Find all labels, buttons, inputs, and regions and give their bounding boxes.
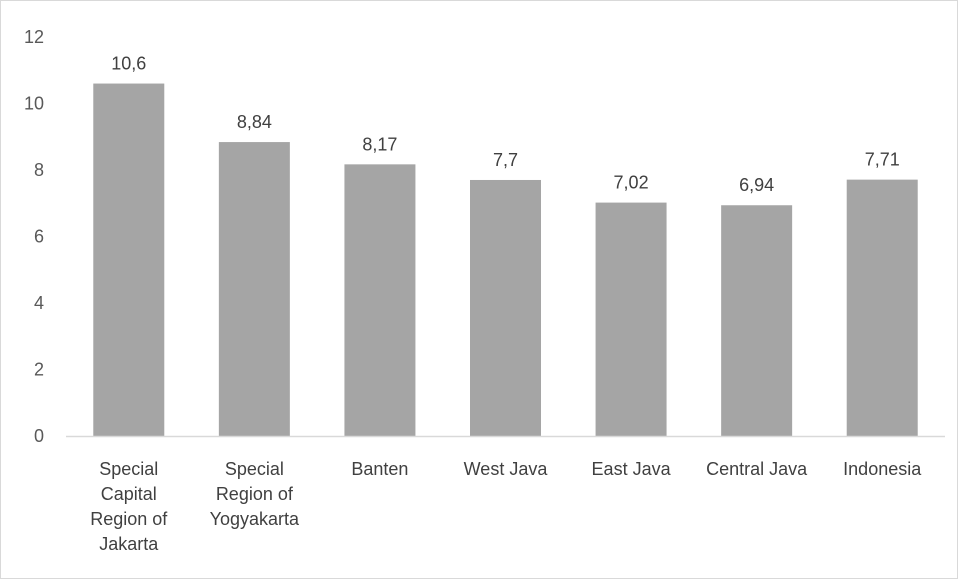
category-label-line: Yogyakarta [210,509,300,529]
category-label: Indonesia [843,459,922,479]
bar [344,164,416,436]
category-label-line: Jakarta [99,534,159,554]
category-label-line: Region of [216,484,294,504]
bar [846,179,918,436]
y-tick-label: 10 [24,94,44,114]
category-label-line: Indonesia [843,459,922,479]
bar [218,142,290,436]
category-label-line: Special [99,459,158,479]
bar [93,83,165,437]
y-tick-label: 4 [34,293,44,313]
y-tick-label: 8 [34,160,44,180]
data-label: 7,71 [865,150,900,170]
category-label-line: Capital [101,484,157,504]
category-label: Banten [351,459,408,479]
y-tick-label: 12 [24,27,44,47]
category-label-line: Region of [90,509,168,529]
data-label: 7,02 [614,173,649,193]
data-label: 8,17 [362,134,397,154]
y-tick-label: 2 [34,360,44,380]
category-label: Central Java [706,459,808,479]
category-labels: Special Capital Region of Jakarta Special Reg… [90,459,922,554]
category-label-line: Banten [351,459,408,479]
category-label-line: Central Java [706,459,808,479]
bars [93,83,918,437]
y-tick-label: 6 [34,227,44,247]
category-label-line: East Java [592,459,672,479]
category-label: East Java [592,459,672,479]
data-labels: 10,6 8,84 8,17 7,7 7,02 6,94 7,71 [111,54,899,196]
category-label-line: Special [225,459,284,479]
data-label: 7,7 [493,150,518,170]
category-label: Special Capital Region of Jakarta [90,459,168,554]
data-label: 8,84 [237,112,272,132]
data-label: 6,94 [739,175,774,195]
data-label: 10,6 [111,54,146,74]
bar [470,179,541,436]
bar [595,202,667,436]
y-tick-label: 0 [34,426,44,446]
category-label: Special Region of Yogyakarta [210,459,300,529]
bar [721,205,793,436]
category-label-line: West Java [464,459,549,479]
y-axis-ticks: 0 2 4 6 8 10 12 [24,27,44,446]
category-label: West Java [464,459,549,479]
